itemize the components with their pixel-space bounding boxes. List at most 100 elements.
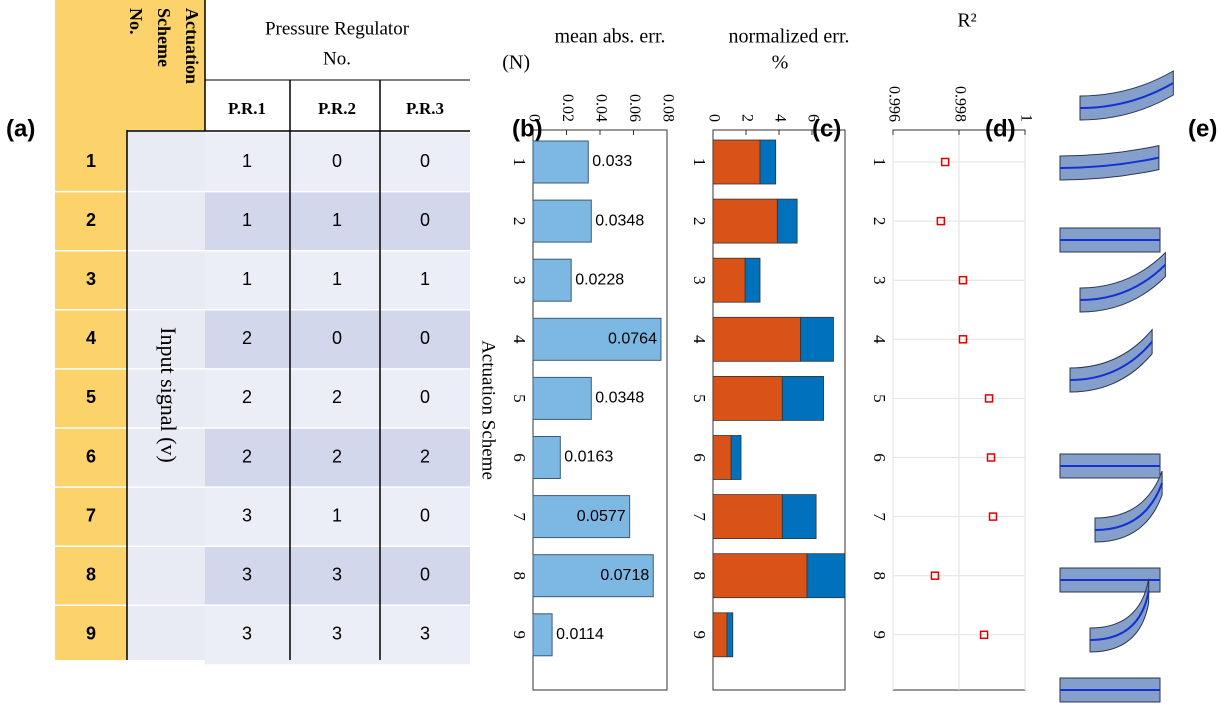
cell: 1 (332, 210, 342, 230)
cell: 2 (242, 446, 252, 466)
bar-segment (712, 553, 808, 599)
cell: 3 (332, 624, 342, 644)
cell: 0 (332, 328, 342, 348)
column-header: P.R.3 (406, 99, 444, 118)
cell: 3 (242, 505, 252, 525)
cell: 0 (332, 151, 342, 171)
axis-title: mean abs. err. (554, 26, 665, 48)
tube-body (1089, 578, 1150, 653)
bar-segment (712, 316, 801, 362)
bar (532, 436, 561, 479)
row-bg (205, 132, 470, 192)
cell: 0 (420, 564, 430, 584)
x-tick-label: 6 (804, 114, 821, 122)
scheme-column (55, 130, 127, 660)
panel-label: (a) (6, 115, 35, 142)
y-tick-label: 3 (690, 276, 709, 285)
y-tick-label: 6 (690, 453, 709, 462)
tube-centerline (1079, 263, 1167, 301)
y-tick-label: 5 (690, 394, 709, 403)
y-tick-label: 9 (690, 631, 709, 640)
header-gold (55, 0, 205, 130)
scheme-number: 1 (86, 151, 96, 171)
bar (532, 376, 592, 420)
x-tick-label: 2 (738, 114, 755, 122)
value-label: 0.0348 (595, 212, 644, 229)
bar-segment (726, 612, 734, 658)
bar-segment (730, 435, 742, 480)
header-text: No. (323, 48, 351, 69)
x-tick-label: 0.996 (885, 86, 902, 122)
value-label: 0.0114 (556, 626, 604, 643)
cell: 2 (332, 446, 342, 466)
cell: 1 (242, 151, 252, 171)
bar-segment (712, 257, 746, 303)
y-tick-label: 4 (870, 335, 889, 344)
row-bg (205, 309, 470, 369)
cell: 0 (420, 328, 430, 348)
point (936, 216, 946, 226)
scheme-number: 2 (86, 210, 96, 230)
cell: 3 (420, 624, 430, 644)
x-tick-label: 4 (771, 114, 788, 122)
robot-rendering (1089, 578, 1150, 653)
y-tick-label: 9 (510, 631, 529, 640)
tube-centerline (1059, 156, 1160, 169)
row-bg (205, 250, 470, 310)
cell: 1 (242, 269, 252, 289)
bar-segment (712, 139, 761, 185)
cell: 2 (332, 387, 342, 407)
y-tick-label: 1 (690, 158, 709, 167)
row-bg (205, 368, 470, 428)
cell: 0 (420, 151, 430, 171)
y-tick-label: 2 (690, 217, 709, 226)
value-label: 0.0718 (600, 567, 649, 584)
scheme-number: 9 (86, 624, 96, 644)
scheme-number: 4 (86, 328, 96, 348)
value-label: 0.033 (592, 153, 632, 170)
y-tick-label: 2 (510, 217, 529, 226)
x-tick-label: 0.998 (951, 86, 968, 122)
y-tick-label: 4 (690, 335, 709, 344)
axis-title: normalized err. (728, 26, 849, 48)
cell: 1 (332, 505, 342, 525)
panel-label: (d) (985, 115, 1016, 142)
y-tick-label: 7 (690, 512, 709, 521)
bar (532, 199, 592, 243)
x-tick-label: 0 (705, 114, 722, 122)
cell: 3 (242, 624, 252, 644)
point (988, 512, 998, 521)
tube-body (1059, 144, 1160, 181)
scheme-number: 3 (86, 269, 96, 289)
row-bg (205, 191, 470, 251)
tube-body (1079, 251, 1166, 313)
cell: 2 (242, 387, 252, 407)
cell: 3 (242, 564, 252, 584)
y-tick-label: 3 (510, 276, 529, 285)
y-tick-label: 7 (870, 512, 889, 521)
y-tick-label: 4 (510, 335, 529, 344)
scheme-number: 8 (86, 564, 96, 584)
value-label: 0.0577 (577, 508, 626, 525)
axis-unit: % (772, 52, 789, 74)
bar-segment (712, 375, 783, 421)
axis-title: R² (957, 10, 976, 32)
robot-rendering (1069, 328, 1153, 393)
point (979, 630, 989, 640)
merged-label: Input signal (v) (156, 327, 181, 463)
tube-body (1094, 470, 1163, 543)
y-tick-label: 7 (510, 512, 529, 521)
panel-label: (e) (1188, 115, 1217, 142)
scheme-number: 5 (86, 387, 96, 407)
cell: 0 (420, 210, 430, 230)
y-tick-label: 3 (870, 276, 889, 285)
bar-segment (776, 198, 798, 244)
y-tick-label: 1 (510, 158, 529, 167)
bar (532, 554, 654, 598)
row-bg (205, 605, 470, 665)
x-tick-label: 0.06 (626, 94, 643, 122)
y-tick-label: 8 (510, 571, 529, 580)
value-label: 0.0348 (595, 390, 644, 407)
robot-rendering (1094, 470, 1164, 543)
